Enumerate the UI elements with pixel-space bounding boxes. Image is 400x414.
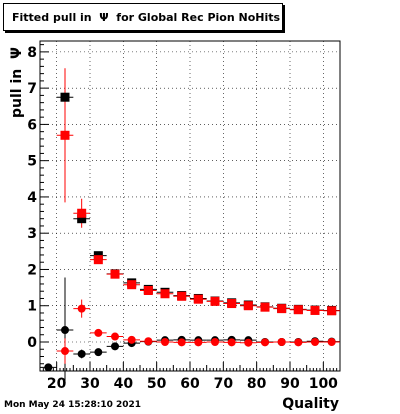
timestamp: Mon May 24 15:28:10 2021 <box>4 400 142 410</box>
axis-ticks <box>39 44 341 372</box>
square-marker <box>243 301 253 311</box>
chart-title: Fitted pull in Ψ for Global Rec Pion NoH… <box>12 11 281 24</box>
circle-marker <box>294 338 303 347</box>
x-tick-label: 90 <box>280 376 300 392</box>
square-marker <box>310 305 320 315</box>
y-tick-label: 8 <box>27 45 37 61</box>
square-marker <box>193 294 203 304</box>
circle-marker <box>94 348 103 357</box>
square-marker <box>93 255 103 265</box>
square-marker <box>77 214 87 224</box>
square-marker <box>143 285 153 295</box>
x-tick-label: 20 <box>47 376 67 392</box>
data-points <box>44 92 337 372</box>
y-tick-label: 0 <box>27 335 37 351</box>
circle-marker <box>77 304 86 313</box>
circle-marker <box>111 332 119 341</box>
circle-marker <box>194 338 203 347</box>
circle-marker <box>244 338 253 347</box>
x-tick-label: 30 <box>80 376 100 392</box>
square-marker <box>60 130 70 140</box>
circle-marker <box>127 335 136 344</box>
square-marker <box>260 302 270 312</box>
plot-frame <box>39 40 341 372</box>
square-marker <box>277 304 287 314</box>
x-tick-label: 100 <box>309 376 338 392</box>
square-marker <box>127 280 137 290</box>
y-tick-label: 1 <box>27 299 37 315</box>
circle-marker <box>227 338 236 347</box>
circle-marker <box>77 349 86 358</box>
circle-marker <box>311 337 319 346</box>
square-marker <box>327 306 337 316</box>
circle-marker <box>261 338 269 347</box>
x-axis-label: Quality <box>282 396 339 412</box>
x-tick-label: 50 <box>147 376 167 392</box>
x-tick-label: 70 <box>214 376 234 392</box>
y-tick-label: 5 <box>27 154 37 170</box>
y-axis-label: pull in Ψ <box>9 47 25 118</box>
tick-labels: 20 30 40 50 60 70 80 90 100 0 1 2 3 4 5 6 7 8 <box>27 45 338 392</box>
square-marker <box>60 92 70 102</box>
circle-marker <box>161 337 169 346</box>
square-marker <box>160 289 170 299</box>
square-marker <box>77 208 87 218</box>
square-marker <box>177 291 187 301</box>
circle-marker <box>327 337 336 346</box>
square-marker <box>293 305 303 315</box>
y-tick-label: 7 <box>27 81 37 97</box>
circle-marker <box>61 347 69 356</box>
y-tick-label: 2 <box>27 262 37 278</box>
y-tick-label: 3 <box>27 226 37 242</box>
circle-marker <box>144 337 153 346</box>
x-tick-label: 40 <box>114 376 134 392</box>
circle-marker <box>277 337 286 346</box>
circle-marker <box>211 337 219 346</box>
square-marker <box>227 299 237 309</box>
y-tick-label: 4 <box>27 190 37 206</box>
x-tick-label: 60 <box>180 376 200 392</box>
circle-marker <box>177 338 186 347</box>
chart-title-box: Fitted pull in Ψ for Global Rec Pion NoH… <box>3 3 283 31</box>
square-marker <box>110 269 120 279</box>
y-tick-label: 6 <box>27 117 37 133</box>
circle-marker <box>94 328 103 337</box>
circle-marker <box>61 326 69 335</box>
circle-marker <box>111 342 119 351</box>
circle-marker <box>44 363 53 372</box>
x-tick-label: 80 <box>247 376 267 392</box>
square-marker <box>210 296 220 306</box>
